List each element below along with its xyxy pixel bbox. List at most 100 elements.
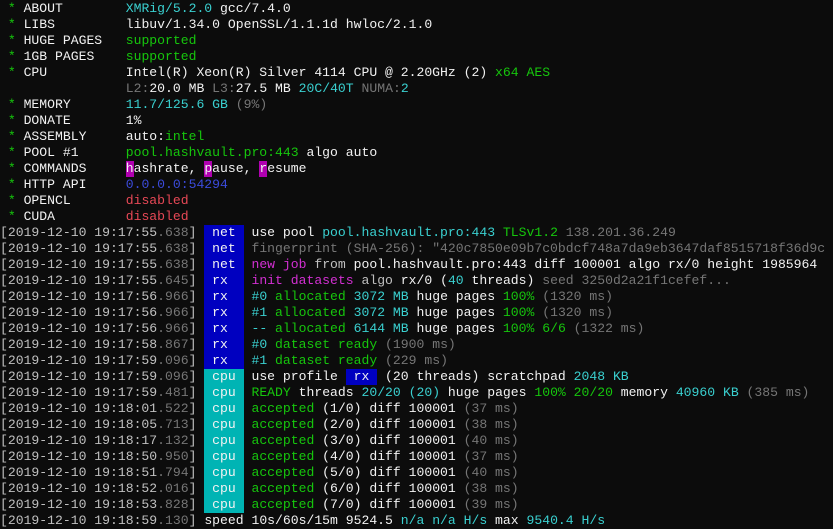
module-badge-cpu: cpu [204, 497, 244, 513]
text-segment: ABOUT [23, 1, 126, 16]
text-segment: huge pages [408, 305, 496, 320]
text-segment: 2 [400, 81, 409, 96]
timestamp: [2019-12-10 19:17:59 [0, 385, 158, 400]
info-line: * DONATE 1% [0, 113, 833, 129]
log-line: [2019-12-10 19:17:56.966] rx -- allocate… [0, 321, 833, 337]
text-segment: libuv/1.34.0 OpenSSL/1.1.1d hwloc/2.1.0 [125, 17, 433, 32]
text-segment: ] [188, 337, 205, 352]
text-segment: * [0, 65, 24, 80]
timestamp: [2019-12-10 19:18:53 [0, 497, 158, 512]
text-segment: ] [188, 225, 205, 240]
text-segment: (1900 ms) [377, 337, 456, 352]
text-segment: huge pages [440, 385, 535, 400]
text-segment: 138.201.36.249 [557, 225, 676, 240]
text-segment: DONATE [23, 113, 126, 128]
module-badge-net: net [204, 257, 244, 273]
text-segment: #1 [243, 305, 268, 320]
text-segment: * [0, 177, 24, 192]
info-line: * CUDA disabled [0, 209, 833, 225]
text-segment: MEMORY [23, 97, 126, 112]
text-segment: accepted [243, 465, 315, 480]
text-segment: 9524.5 [345, 513, 393, 528]
text-segment: TLSv1.2 [495, 225, 558, 240]
text-segment: (2/0) diff 100001 [314, 417, 456, 432]
text-segment: ( [432, 273, 448, 288]
timestamp: [2019-12-10 19:17:55 [0, 257, 158, 272]
text-segment: speed 10s/60s/15m [204, 513, 346, 528]
text-segment: ] [188, 449, 205, 464]
text-segment: COMMANDS [23, 161, 126, 176]
module-badge-cpu: cpu [204, 401, 244, 417]
text-segment: (38 ms) [455, 481, 519, 496]
text-segment: Intel(R) Xeon(R) Silver 4114 CPU @ 2.20G… [125, 65, 496, 80]
module-badge-rx: rx [204, 305, 244, 321]
text-segment: ] [188, 369, 205, 384]
text-segment: 20/20 (20) [361, 385, 441, 400]
timestamp: [2019-12-10 19:17:59 [0, 353, 158, 368]
text-segment: * [0, 17, 24, 32]
text-segment: (39 ms) [455, 497, 519, 512]
text-segment: * [0, 161, 24, 176]
text-segment: * [0, 1, 24, 16]
text-segment: ] [188, 513, 205, 528]
log-line: [2019-12-10 19:17:59.481] cpu READY thre… [0, 385, 833, 401]
text-segment: (1/0) diff 100001 [314, 401, 456, 416]
text-segment: 40960 KB [675, 385, 739, 400]
timestamp: [2019-12-10 19:17:59 [0, 369, 158, 384]
text-segment: ] [188, 289, 205, 304]
text-segment: 6144 MB [345, 321, 409, 336]
text-segment: .713 [157, 417, 189, 432]
text-segment: accepted [243, 417, 315, 432]
text-segment: .096 [157, 353, 189, 368]
text-segment: (7/0) diff 100001 [314, 497, 456, 512]
text-segment: .522 [157, 401, 189, 416]
text-segment: ] [188, 321, 205, 336]
log-line: [2019-12-10 19:18:51.794] cpu accepted (… [0, 465, 833, 481]
text-segment: ] [188, 305, 205, 320]
module-badge-cpu: cpu [204, 417, 244, 433]
text-segment: 1GB PAGES [23, 49, 126, 64]
text-segment: .828 [157, 497, 189, 512]
log-line: [2019-12-10 19:18:53.828] cpu accepted (… [0, 497, 833, 513]
text-segment: * [0, 209, 24, 224]
text-segment: seed 3250d2a21f1cefef... [534, 273, 731, 288]
text-segment: (20 threads) scratchpad [377, 369, 574, 384]
text-segment: 1% [125, 113, 142, 128]
text-segment: .638 [157, 257, 189, 272]
text-segment: accepted [243, 481, 315, 496]
text-segment: 20.0 MB [149, 81, 205, 96]
text-segment: (5/0) diff 100001 [314, 465, 456, 480]
text-segment: fingerprint (SHA-256): "420c7850e09b7c0b… [243, 241, 826, 256]
text-segment: .966 [157, 289, 189, 304]
text-segment: supported [125, 33, 197, 48]
info-line: * HUGE PAGES supported [0, 33, 833, 49]
text-segment: allocated [267, 305, 346, 320]
text-segment: * [0, 193, 24, 208]
module-badge-rx: rx [204, 353, 244, 369]
text-segment: init datasets [243, 273, 354, 288]
text-segment: 9540.4 H/s [526, 513, 606, 528]
text-segment: accepted [243, 449, 315, 464]
log-line: [2019-12-10 19:18:50.950] cpu accepted (… [0, 449, 833, 465]
text-segment: OPENCL [23, 193, 126, 208]
text-segment: .016 [157, 481, 189, 496]
text-segment: ] [188, 353, 205, 368]
module-badge-net: net [204, 225, 244, 241]
text-segment: 100% [495, 289, 535, 304]
log-line: [2019-12-10 19:17:58.867] rx #0 dataset … [0, 337, 833, 353]
text-segment: (37 ms) [455, 401, 519, 416]
text-segment: LIBS [23, 17, 126, 32]
text-segment: READY [243, 385, 291, 400]
text-segment: .638 [157, 225, 189, 240]
text-segment: 2048 KB [573, 369, 629, 384]
text-segment: L3: [204, 81, 236, 96]
text-segment: .130 [157, 513, 189, 528]
text-segment: CUDA [23, 209, 126, 224]
text-segment: #1 [243, 353, 268, 368]
text-segment: (1322 ms) [565, 321, 645, 336]
text-segment: (9%) [227, 97, 268, 112]
text-segment: pool.hashvault.pro:443 [125, 145, 299, 160]
text-segment: ] [188, 433, 205, 448]
text-segment: -- [243, 321, 268, 336]
